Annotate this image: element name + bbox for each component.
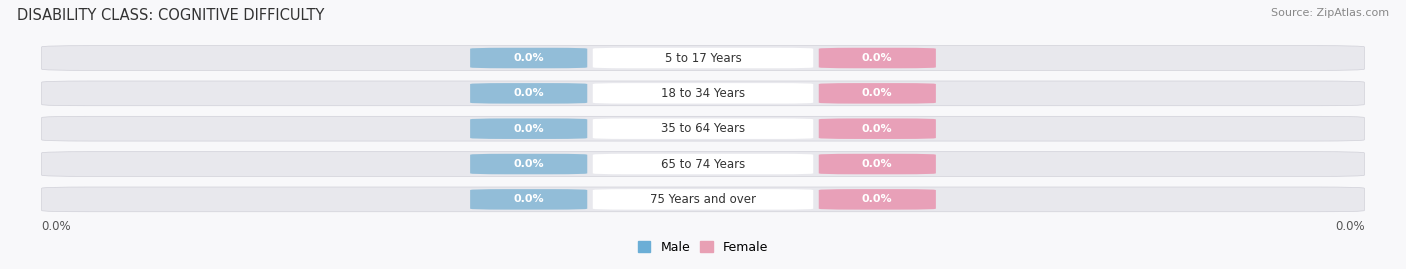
FancyBboxPatch shape bbox=[470, 83, 588, 104]
FancyBboxPatch shape bbox=[470, 189, 588, 210]
FancyBboxPatch shape bbox=[42, 81, 1364, 106]
Text: 0.0%: 0.0% bbox=[513, 194, 544, 204]
Text: 0.0%: 0.0% bbox=[513, 159, 544, 169]
FancyBboxPatch shape bbox=[593, 83, 813, 104]
FancyBboxPatch shape bbox=[593, 118, 813, 139]
FancyBboxPatch shape bbox=[470, 48, 588, 68]
Text: 0.0%: 0.0% bbox=[513, 88, 544, 98]
Text: 0.0%: 0.0% bbox=[862, 53, 893, 63]
Text: DISABILITY CLASS: COGNITIVE DIFFICULTY: DISABILITY CLASS: COGNITIVE DIFFICULTY bbox=[17, 8, 325, 23]
Text: 65 to 74 Years: 65 to 74 Years bbox=[661, 158, 745, 171]
Text: 35 to 64 Years: 35 to 64 Years bbox=[661, 122, 745, 135]
Text: 0.0%: 0.0% bbox=[862, 159, 893, 169]
FancyBboxPatch shape bbox=[42, 152, 1364, 176]
Legend: Male, Female: Male, Female bbox=[638, 241, 768, 254]
FancyBboxPatch shape bbox=[42, 46, 1364, 70]
FancyBboxPatch shape bbox=[470, 154, 588, 174]
FancyBboxPatch shape bbox=[593, 154, 813, 174]
Text: 0.0%: 0.0% bbox=[1334, 220, 1364, 233]
Text: 0.0%: 0.0% bbox=[862, 124, 893, 134]
Text: Source: ZipAtlas.com: Source: ZipAtlas.com bbox=[1271, 8, 1389, 18]
Text: 0.0%: 0.0% bbox=[513, 124, 544, 134]
FancyBboxPatch shape bbox=[42, 116, 1364, 141]
FancyBboxPatch shape bbox=[593, 189, 813, 210]
FancyBboxPatch shape bbox=[42, 187, 1364, 212]
Text: 5 to 17 Years: 5 to 17 Years bbox=[665, 52, 741, 65]
FancyBboxPatch shape bbox=[818, 189, 936, 210]
FancyBboxPatch shape bbox=[818, 48, 936, 68]
FancyBboxPatch shape bbox=[470, 118, 588, 139]
FancyBboxPatch shape bbox=[818, 83, 936, 104]
FancyBboxPatch shape bbox=[593, 48, 813, 68]
Text: 0.0%: 0.0% bbox=[862, 194, 893, 204]
Text: 75 Years and over: 75 Years and over bbox=[650, 193, 756, 206]
FancyBboxPatch shape bbox=[818, 154, 936, 174]
Text: 18 to 34 Years: 18 to 34 Years bbox=[661, 87, 745, 100]
FancyBboxPatch shape bbox=[818, 118, 936, 139]
Text: 0.0%: 0.0% bbox=[862, 88, 893, 98]
Text: 0.0%: 0.0% bbox=[513, 53, 544, 63]
Text: 0.0%: 0.0% bbox=[42, 220, 72, 233]
